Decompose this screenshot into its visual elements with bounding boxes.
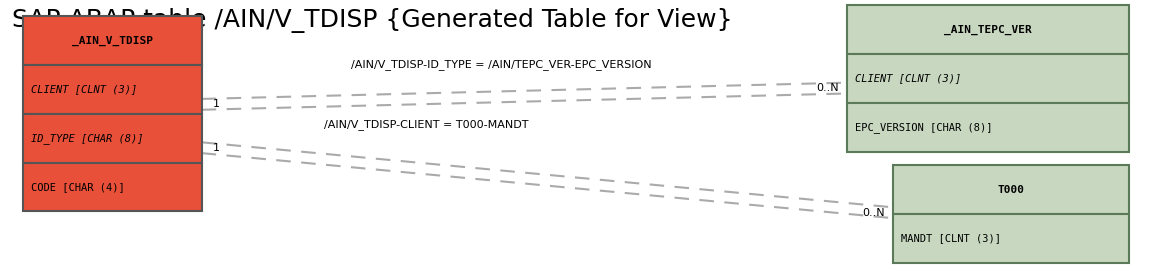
FancyBboxPatch shape [847, 103, 1129, 152]
Text: MANDT [CLNT (3)]: MANDT [CLNT (3)] [901, 234, 1001, 243]
FancyBboxPatch shape [23, 65, 202, 114]
FancyBboxPatch shape [847, 54, 1129, 103]
FancyBboxPatch shape [847, 5, 1129, 54]
Text: 0..N: 0..N [816, 83, 839, 93]
FancyBboxPatch shape [23, 114, 202, 163]
Text: CLIENT [CLNT (3)]: CLIENT [CLNT (3)] [31, 85, 137, 94]
Text: _AIN_V_TDISP: _AIN_V_TDISP [71, 36, 153, 46]
FancyBboxPatch shape [893, 165, 1129, 214]
Text: SAP ABAP table /AIN/V_TDISP {Generated Table for View}: SAP ABAP table /AIN/V_TDISP {Generated T… [12, 8, 733, 33]
Text: CODE [CHAR (4)]: CODE [CHAR (4)] [31, 182, 124, 192]
Text: EPC_VERSION [CHAR (8)]: EPC_VERSION [CHAR (8)] [855, 122, 992, 133]
Text: 1: 1 [213, 143, 220, 153]
Text: ID_TYPE [CHAR (8)]: ID_TYPE [CHAR (8)] [31, 133, 144, 144]
FancyBboxPatch shape [893, 214, 1129, 263]
Text: T000: T000 [998, 185, 1024, 195]
Text: /AIN/V_TDISP-ID_TYPE = /AIN/TEPC_VER-EPC_VERSION: /AIN/V_TDISP-ID_TYPE = /AIN/TEPC_VER-EPC… [351, 60, 651, 70]
Text: _AIN_TEPC_VER: _AIN_TEPC_VER [943, 25, 1032, 35]
Text: CLIENT [CLNT (3)]: CLIENT [CLNT (3)] [855, 74, 961, 83]
FancyBboxPatch shape [23, 163, 202, 211]
FancyBboxPatch shape [23, 16, 202, 65]
Text: 0..N: 0..N [862, 208, 885, 218]
Text: /AIN/V_TDISP-CLIENT = T000-MANDT: /AIN/V_TDISP-CLIENT = T000-MANDT [324, 119, 529, 130]
Text: 1: 1 [213, 99, 220, 109]
